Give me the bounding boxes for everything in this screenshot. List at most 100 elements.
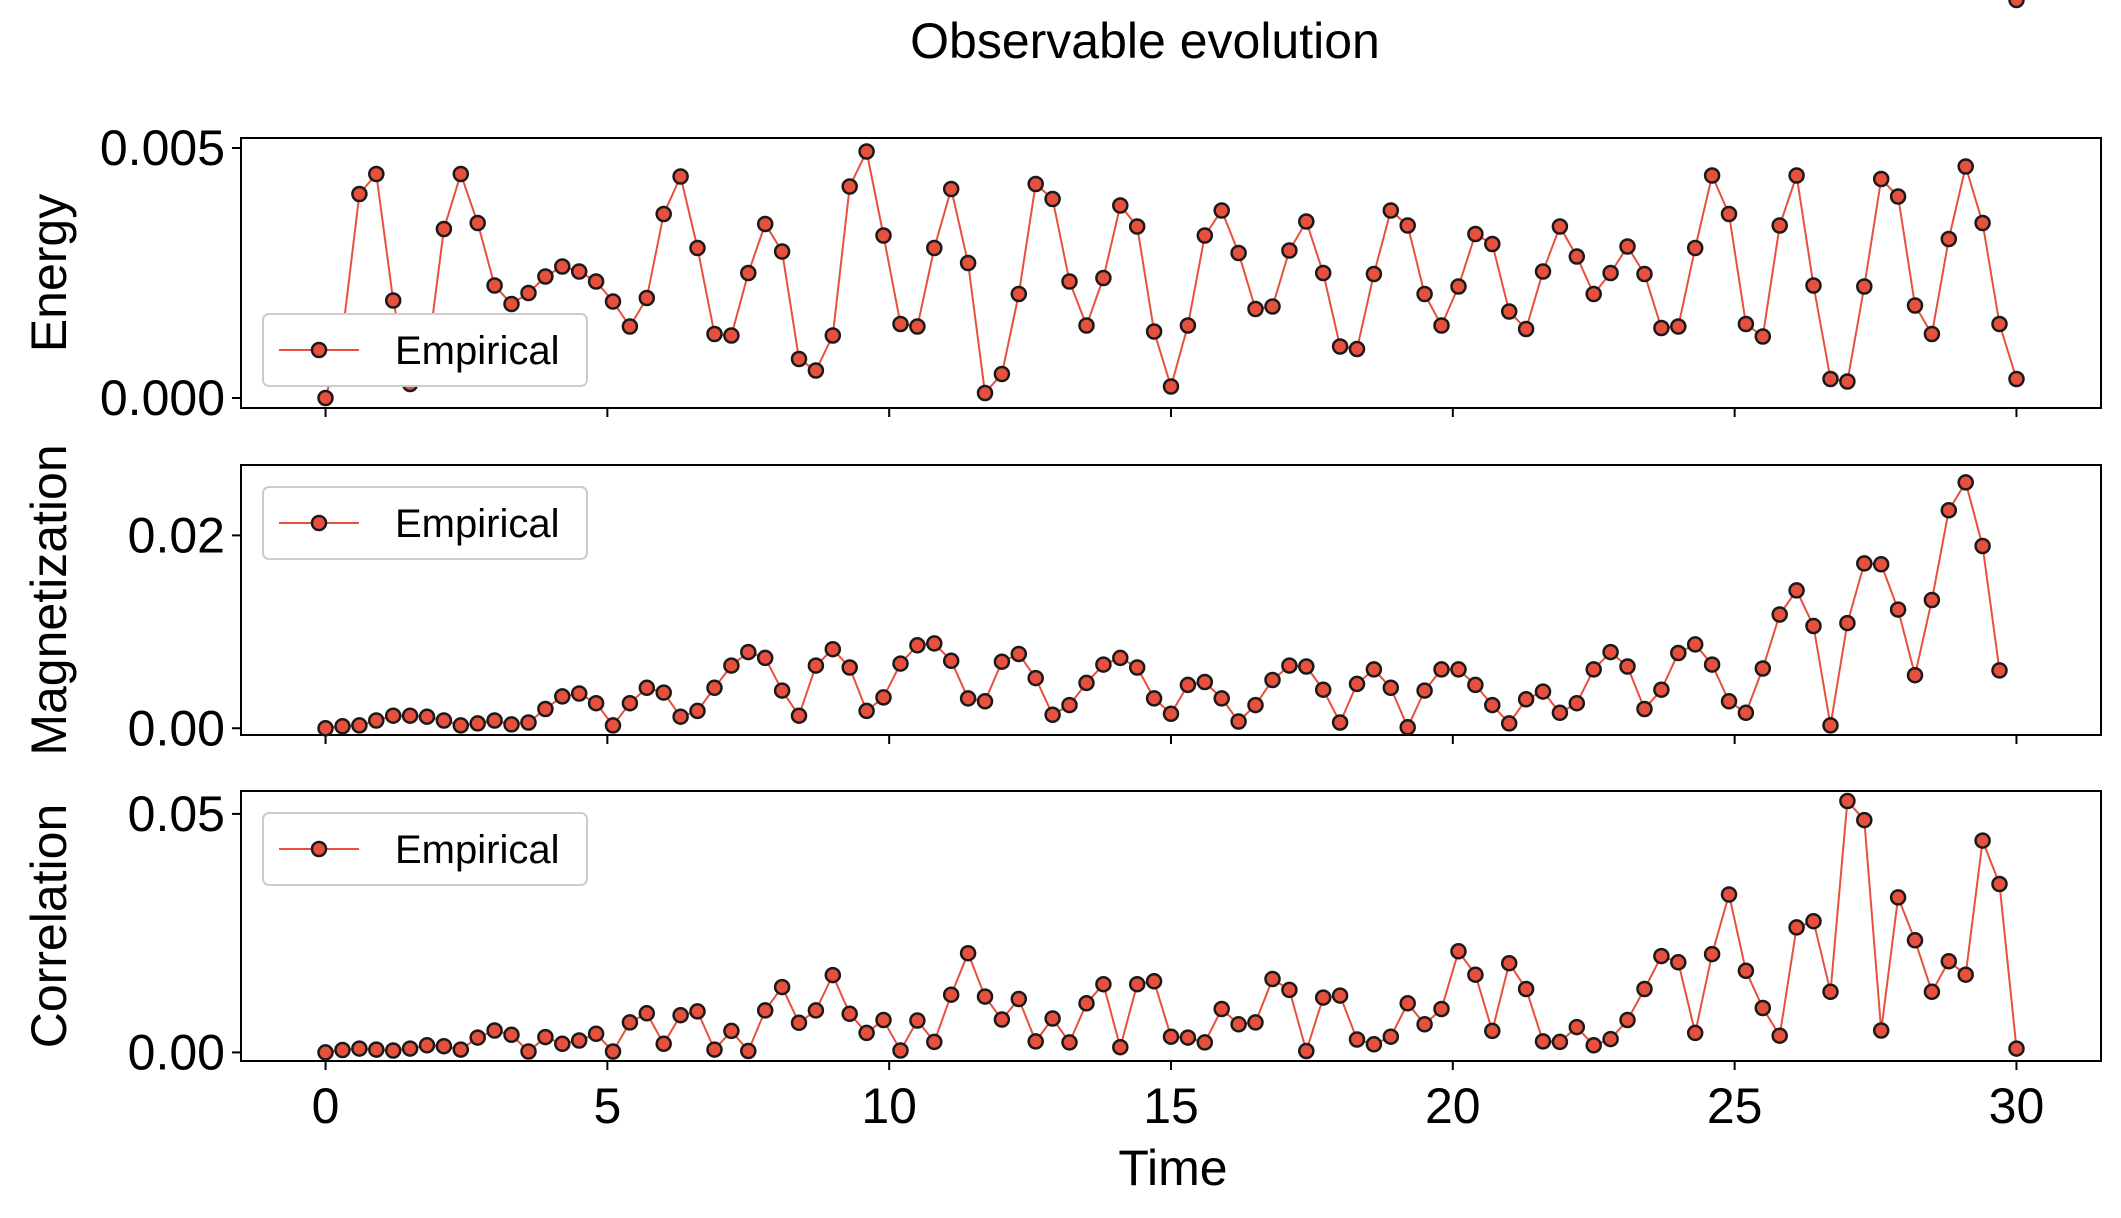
data-point (604, 293, 622, 310)
data-point (520, 284, 537, 302)
data-point (1839, 614, 1856, 632)
data-point (1179, 1029, 1197, 1046)
legend-marker (310, 514, 328, 532)
data-point (2008, 0, 2025, 9)
data-point (1078, 317, 1095, 334)
data-point (1331, 338, 1349, 355)
data-point (1856, 811, 1873, 829)
data-point (503, 716, 520, 733)
data-point (1737, 704, 1755, 722)
data-point (486, 277, 503, 294)
data-point (1247, 696, 1264, 714)
panel-magnetization: 0.00 0.02 Magnetization Empirical (21, 0, 2102, 756)
data-point (1298, 658, 1315, 675)
data-point (1754, 999, 1772, 1017)
data-point (638, 1005, 656, 1022)
data-point (1281, 981, 1298, 999)
data-point (1856, 555, 1873, 572)
data-point (1061, 273, 1078, 290)
data-point (1805, 912, 1822, 930)
data-point (1551, 704, 1569, 722)
data-point (1551, 218, 1569, 235)
legend-marker (310, 840, 328, 858)
data-point (452, 165, 470, 183)
data-point (452, 717, 470, 734)
data-point (655, 684, 672, 701)
data-point (1703, 167, 1721, 184)
data-point (435, 1037, 453, 1055)
data-point (824, 966, 842, 984)
data-point (418, 708, 436, 725)
data-point (1737, 962, 1755, 980)
data-point (1213, 1000, 1230, 1018)
data-point (773, 978, 791, 996)
data-point (554, 688, 571, 705)
data-point (1568, 1018, 1586, 1036)
data-point (706, 325, 723, 343)
data-point (351, 1040, 368, 1057)
data-point (807, 657, 825, 674)
y-tick-label: 0.00 (128, 1024, 225, 1080)
x-tick-label: 15 (1143, 1078, 1199, 1134)
data-point (993, 365, 1011, 383)
data-point (1839, 792, 1856, 810)
data-point (1450, 661, 1467, 678)
data-point (976, 693, 994, 710)
data-point (909, 637, 926, 654)
data-point (740, 264, 757, 282)
chart-title: Observable evolution (910, 13, 1380, 69)
data-point (1348, 675, 1366, 693)
data-point (486, 712, 503, 729)
data-point (503, 295, 520, 313)
data-point (773, 243, 791, 260)
data-point (1602, 264, 1619, 282)
data-point (1095, 975, 1112, 993)
data-point (587, 694, 605, 712)
data-point (1805, 617, 1822, 635)
data-point (1670, 954, 1687, 971)
data-point (1484, 1022, 1501, 1040)
data-point (1686, 1024, 1704, 1042)
data-point (1703, 656, 1721, 673)
data-point (469, 1029, 486, 1046)
data-point (1433, 661, 1450, 678)
data-point (554, 1035, 571, 1053)
data-point (1534, 683, 1552, 700)
data-point (1399, 719, 1416, 736)
legend: Empirical (262, 812, 588, 886)
data-point (1771, 606, 1788, 623)
data-point (1061, 1034, 1078, 1051)
data-point (1484, 696, 1501, 714)
data-point (1128, 975, 1146, 993)
data-point (351, 185, 368, 203)
data-point (1247, 1014, 1264, 1031)
data-point (1805, 277, 1822, 294)
y-tick-label: 0.02 (128, 507, 225, 563)
data-point (1923, 325, 1941, 343)
data-point (926, 239, 943, 257)
data-point (875, 227, 892, 244)
data-point (537, 1028, 554, 1046)
data-point (469, 715, 486, 732)
data-point (959, 690, 977, 707)
legend-marker (310, 341, 328, 359)
data-point (706, 1041, 723, 1058)
data-point (1974, 832, 1991, 849)
data-point (1399, 217, 1416, 234)
data-point (1923, 983, 1941, 1001)
data-point (756, 649, 774, 667)
data-point (773, 682, 791, 699)
data-point (756, 215, 774, 233)
data-point (740, 1042, 757, 1060)
data-point (1264, 298, 1281, 315)
y-axis-label: Magnetization (21, 444, 77, 755)
data-point (1467, 676, 1484, 694)
data-point (993, 653, 1011, 670)
data-point (1551, 1033, 1569, 1051)
series-line (325, 479, 2001, 730)
data-point (1365, 661, 1383, 678)
data-point (638, 679, 656, 697)
data-point (892, 655, 909, 672)
data-point (1906, 297, 1924, 314)
data-point (469, 214, 486, 232)
